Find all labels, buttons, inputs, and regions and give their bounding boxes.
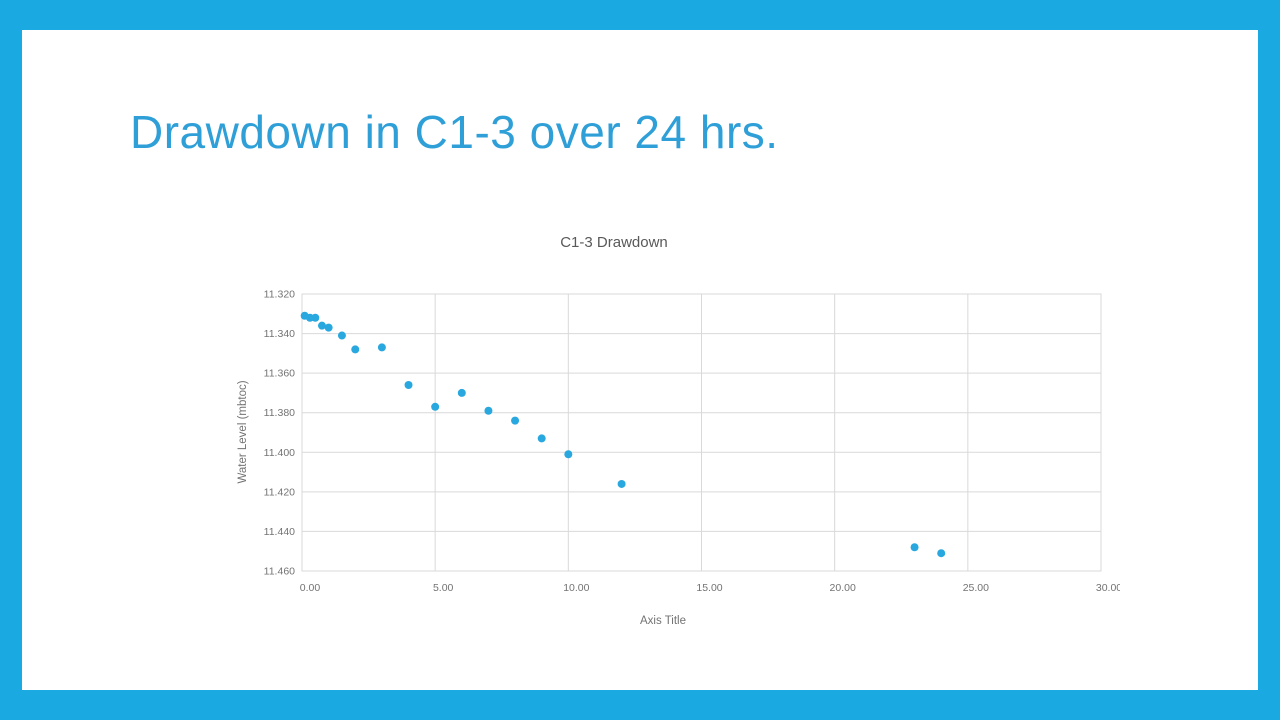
y-axis-title: Water Level (mbtoc) [237,380,249,483]
x-tick-label: 30.00 [1096,582,1120,594]
drawdown-scatter-chart: C1-3 Drawdown Water Level (mbtoc) Axis T… [237,234,1123,627]
data-point [317,321,326,330]
x-tick-label: 15.00 [696,582,722,594]
data-point [457,388,466,397]
plot-border [301,293,1102,572]
data-point [311,313,320,322]
data-point [324,323,333,332]
gridlines [301,293,1102,572]
x-tick-label: 10.00 [563,582,589,594]
data-point [351,345,360,354]
data-point [484,406,493,415]
data-point [511,416,520,425]
slide-title: Drawdown in C1-3 over 24 hrs. [130,106,779,158]
axis-tick-labels: 0.00 5.00 10.00 15.00 20.00 25.00 30.00 11.320 1… [264,289,1123,595]
x-tick-label: 25.00 [963,582,989,594]
x-tick-label: 20.00 [830,582,856,594]
y-tick-label: 11.360 [264,368,295,380]
chart-container[interactable]: C1-3 Drawdown Water Level (mbtoc) Axis T… [220,225,1123,645]
x-tick-label: 0.00 [300,582,321,594]
x-axis-title: Axis Title [640,615,686,627]
y-tick-label: 11.420 [264,486,295,498]
data-point [564,450,573,459]
data-point [431,402,440,411]
y-tick-label: 11.400 [264,447,295,459]
data-point [337,331,346,340]
y-tick-label: 11.320 [264,289,295,301]
data-point [617,479,626,488]
y-tick-label: 11.460 [264,566,295,578]
chart-title: C1-3 Drawdown [560,234,668,251]
scatter-points [300,311,946,558]
data-point [537,434,546,443]
data-point [937,549,946,558]
y-tick-label: 11.380 [264,407,295,419]
data-point [404,381,413,390]
data-point [377,343,386,352]
y-tick-label: 11.440 [264,526,295,538]
y-tick-label: 11.340 [264,328,295,340]
data-point [910,543,919,552]
slide-canvas: Drawdown in C1-3 over 24 hrs. C1-3 Drawd… [22,30,1258,690]
x-tick-label: 5.00 [433,582,454,594]
